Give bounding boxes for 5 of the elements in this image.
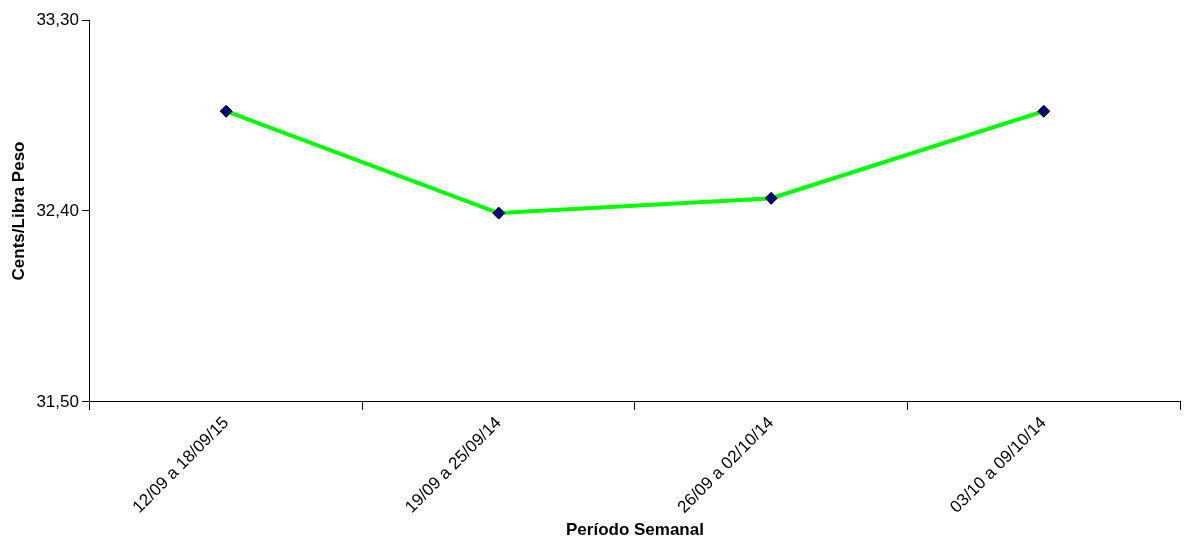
y-axis-title: Cents/Libra Peso bbox=[8, 141, 28, 281]
y-tick-label: 33,30 bbox=[36, 9, 79, 29]
y-tick-label: 32,40 bbox=[36, 200, 79, 220]
x-axis-title: Período Semanal bbox=[566, 520, 704, 540]
y-tick-label: 31,50 bbox=[36, 391, 79, 411]
